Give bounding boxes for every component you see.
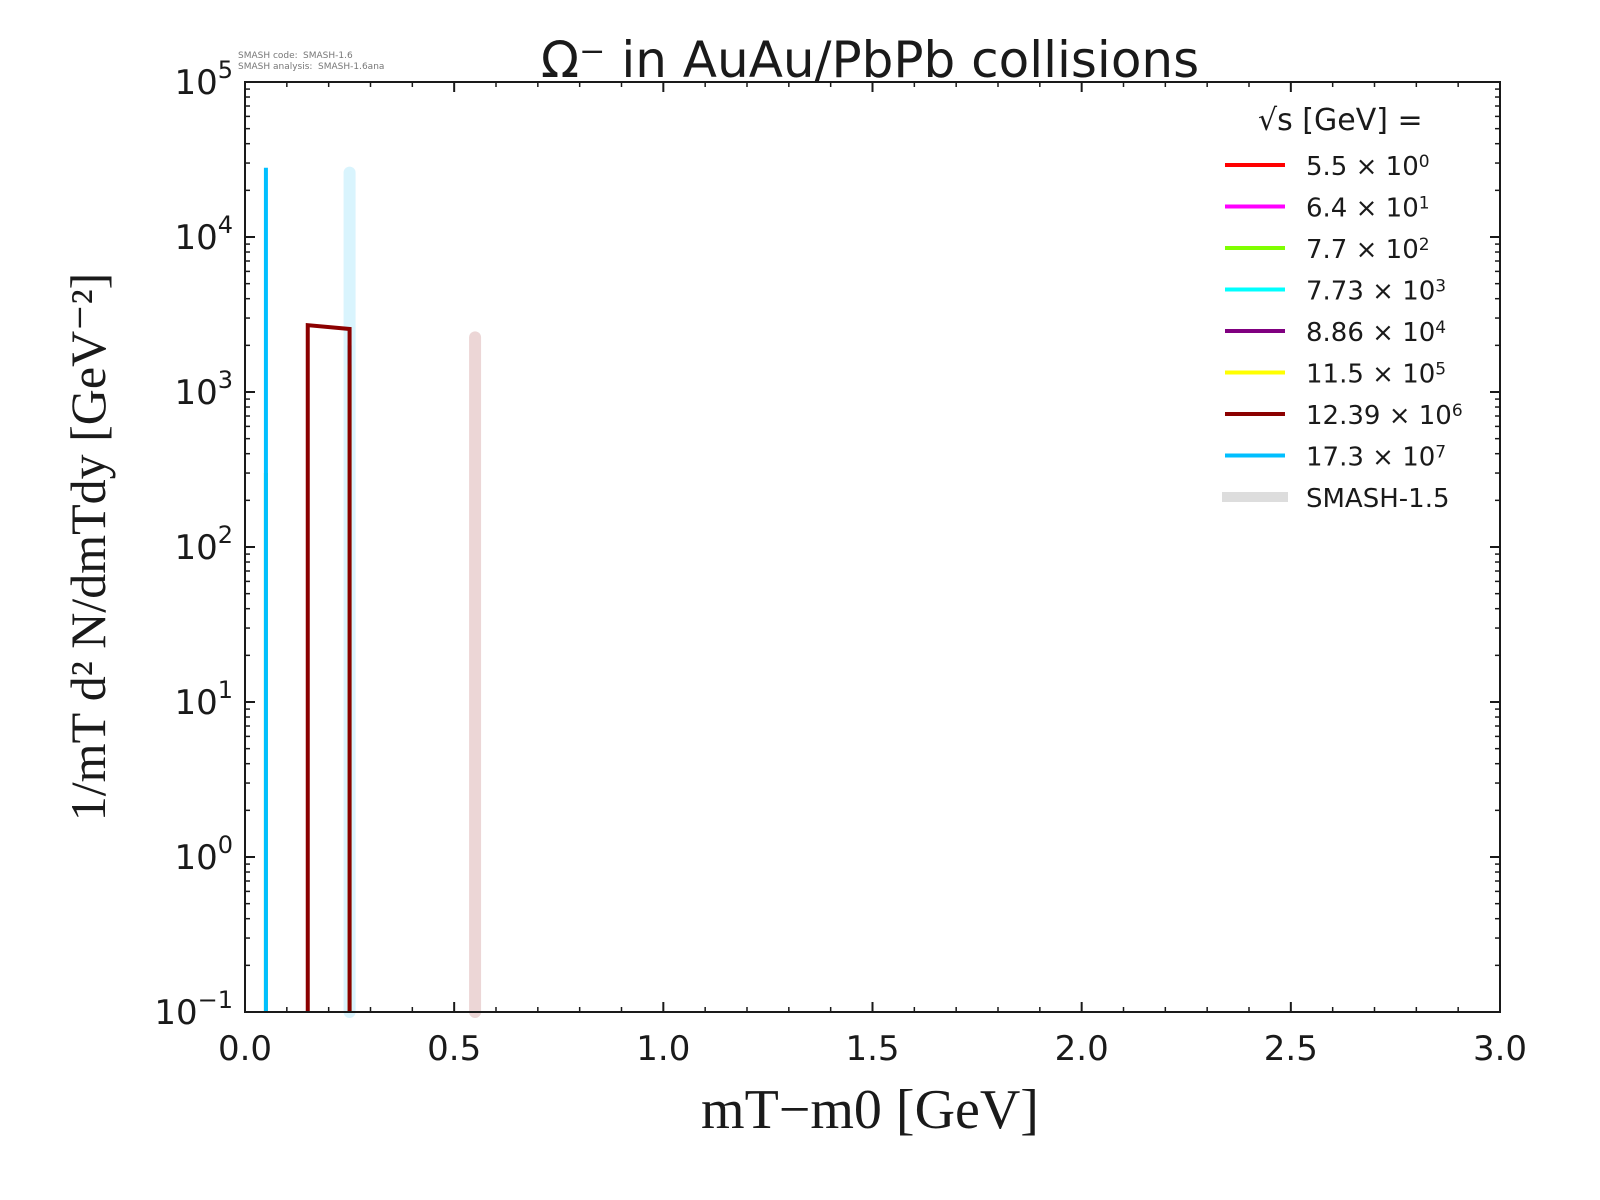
legend-value: 8.86: [1306, 318, 1364, 348]
x-tick-label: 3.0: [1473, 1029, 1527, 1069]
x-axis-label: mT−m0 [GeV]: [701, 1079, 1039, 1141]
legend-title: √s [GeV] =: [1258, 103, 1423, 138]
legend-times: × 10: [1380, 401, 1451, 431]
legend-times: × 10: [1364, 443, 1435, 473]
legend-entry-6: 12.39 × 106: [1306, 401, 1463, 431]
legend-value: 7.73: [1306, 277, 1364, 307]
annotation-analysis-label: SMASH analysis:: [238, 62, 312, 72]
legend-entry-4: 8.86 × 104: [1306, 318, 1446, 348]
legend-exponent: 5: [1435, 360, 1446, 380]
y-tick-exponent: 5: [218, 56, 233, 84]
y-tick-label: 10−1: [154, 986, 233, 1033]
y-tick-label: 104: [174, 211, 233, 258]
x-tick-label: 2.5: [1264, 1029, 1318, 1069]
legend-exponent: 3: [1435, 277, 1446, 297]
legend-exponent: 6: [1452, 401, 1463, 421]
x-tick-label: 0.5: [427, 1029, 481, 1069]
y-tick-exponent: 4: [218, 211, 233, 239]
legend-times: × 10: [1364, 360, 1435, 390]
legend-times: × 10: [1347, 235, 1418, 265]
y-tick-base: 10: [174, 528, 217, 568]
y-tick-base: 10: [154, 993, 197, 1033]
chart-title: Ω⁻ in AuAu/PbPb collisions: [541, 31, 1199, 89]
y-tick-exponent: 0: [218, 831, 233, 859]
legend-entry-5: 11.5 × 105: [1306, 360, 1446, 390]
y-tick-base: 10: [174, 63, 217, 103]
legend-value: 12.39: [1306, 401, 1380, 431]
legend-times: × 10: [1364, 277, 1435, 307]
legend-exponent: 4: [1435, 318, 1446, 338]
y-tick-exponent: 3: [218, 366, 233, 394]
x-tick-label: 1.5: [845, 1029, 899, 1069]
legend-exponent: 2: [1419, 235, 1430, 255]
legend-value: 5.5: [1306, 152, 1347, 182]
y-tick-label: 103: [174, 366, 233, 413]
legend-value: 11.5: [1306, 360, 1364, 390]
legend-times: × 10: [1347, 194, 1418, 224]
y-tick-exponent: 2: [218, 521, 233, 549]
y-tick-label: 101: [174, 676, 233, 723]
annotation-code-value: SMASH-1.6: [303, 51, 353, 61]
plot-frame: [244, 81, 1501, 1013]
legend-entry-7: 17.3 × 107: [1306, 443, 1446, 473]
legend-value: 17.3: [1306, 443, 1364, 473]
y-tick-base: 10: [174, 218, 217, 258]
y-axis-label: 1/mT d² N/dmTdy [GeV⁻²]: [60, 273, 116, 821]
legend-entry-smash-1-5: SMASH-1.5: [1306, 484, 1450, 514]
x-tick-label: 1.0: [636, 1029, 690, 1069]
legend-value: 7.7: [1306, 235, 1347, 265]
legend-exponent: 0: [1419, 152, 1430, 172]
legend-entry-3: 7.73 × 103: [1306, 277, 1446, 307]
y-tick-base: 10: [174, 373, 217, 413]
legend-exponent: 7: [1435, 443, 1446, 463]
legend-exponent: 1: [1419, 194, 1430, 214]
y-tick-base: 10: [174, 838, 217, 878]
legend-entry-2: 7.7 × 102: [1306, 235, 1430, 265]
legend-entry-1: 6.4 × 101: [1306, 194, 1430, 224]
y-tick-exponent: −1: [198, 986, 233, 1014]
y-tick-base: 10: [174, 683, 217, 723]
x-tick-label: 2.0: [1055, 1029, 1109, 1069]
series-line-6: [305, 322, 352, 1012]
legend-entry-0: 5.5 × 100: [1306, 152, 1430, 182]
y-tick-label: 100: [174, 831, 233, 878]
x-tick-label: 0.0: [218, 1029, 272, 1069]
legend-times: × 10: [1364, 318, 1435, 348]
annotation-analysis-value: SMASH-1.6ana: [318, 62, 384, 72]
y-tick-label: 102: [174, 521, 233, 568]
y-tick-exponent: 1: [218, 676, 233, 704]
y-tick-label: 105: [174, 56, 233, 103]
legend-times: × 10: [1347, 152, 1418, 182]
annotation-code-label: SMASH code:: [238, 51, 298, 61]
legend-value: 6.4: [1306, 194, 1347, 224]
